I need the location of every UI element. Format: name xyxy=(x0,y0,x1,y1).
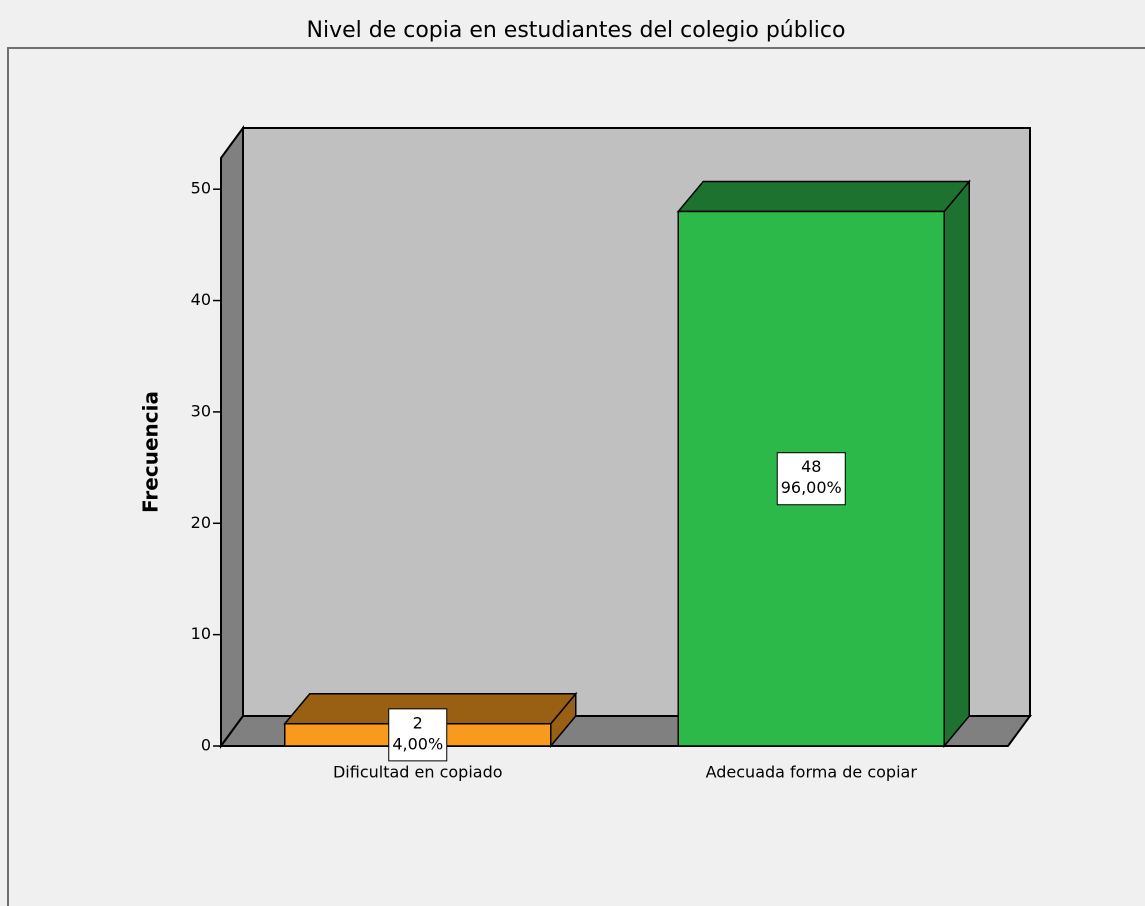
value-label-box xyxy=(388,708,448,762)
x-tick-label: Dificultad en copiado xyxy=(333,763,503,782)
y-tick-label: 20 xyxy=(191,513,211,532)
chart-title: Nivel de copia en estudiantes del colegi… xyxy=(307,18,846,43)
x-tick-label: Adecuada forma de copiar xyxy=(706,763,918,782)
y-tick-label: 0 xyxy=(201,736,211,755)
frame xyxy=(7,47,1145,906)
left-wall xyxy=(220,124,244,750)
y-tick-label: 50 xyxy=(191,179,211,198)
percent-label: 4,00% xyxy=(392,734,443,753)
value-label: 2 xyxy=(413,713,423,732)
percent-label: 96,00% xyxy=(781,478,842,497)
value-label: 48 xyxy=(801,457,821,476)
bar-side xyxy=(943,179,970,749)
y-axis-label: Frecuencia xyxy=(139,391,163,513)
y-tick-label: 10 xyxy=(191,624,211,643)
y-tick-label: 30 xyxy=(191,401,211,420)
y-tick-label: 40 xyxy=(191,290,211,309)
bar-top xyxy=(676,180,971,213)
value-label-box xyxy=(776,452,846,506)
